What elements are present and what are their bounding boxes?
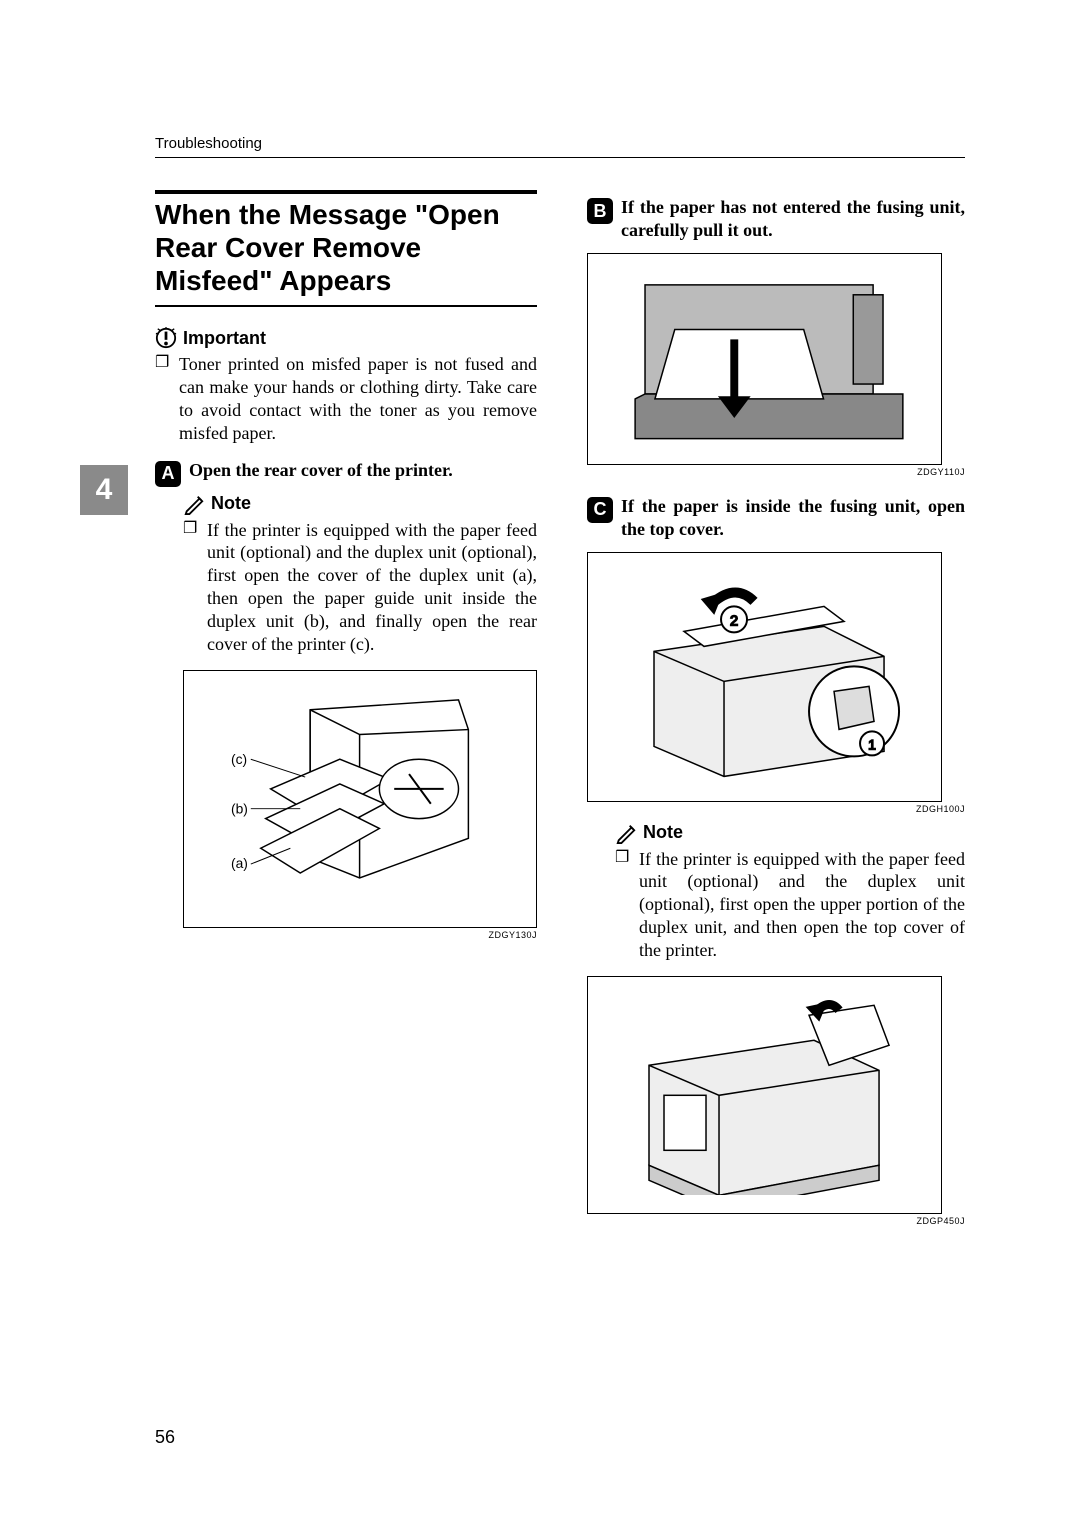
note-icon xyxy=(615,822,637,844)
note-header: Note xyxy=(183,493,537,515)
page-number: 56 xyxy=(155,1427,175,1448)
note-header: Note xyxy=(615,822,965,844)
left-column: When the Message "Open Rear Cover Remove… xyxy=(155,190,537,1234)
printer-duplex-icon xyxy=(614,995,914,1196)
important-icon xyxy=(155,327,177,349)
step-3: C If the paper is inside the fusing unit… xyxy=(587,495,965,542)
important-list: Toner printed on misfed paper is not fus… xyxy=(155,353,537,444)
step-text: If the paper is inside the fusing unit, … xyxy=(621,495,965,542)
figure-label-b: (b) xyxy=(231,801,248,817)
note-item: If the printer is equipped with the pape… xyxy=(615,848,965,962)
figure-caption: ZDGP450J xyxy=(587,1216,965,1226)
important-label: Important xyxy=(183,328,266,349)
figure-caption: ZDGH100J xyxy=(587,804,965,814)
callout-1: 1 xyxy=(869,737,877,753)
note-label: Note xyxy=(211,493,251,514)
figure-label-a: (a) xyxy=(231,855,248,871)
right-column: B If the paper has not entered the fusin… xyxy=(587,190,965,1234)
running-header: Troubleshooting xyxy=(155,135,262,152)
section-tab: 4 xyxy=(80,465,128,515)
step-2: B If the paper has not entered the fusin… xyxy=(587,196,965,243)
figure-label-c: (c) xyxy=(231,751,247,767)
callout-2: 2 xyxy=(730,613,738,630)
figure-caption: ZDGY110J xyxy=(587,467,965,477)
figure-2 xyxy=(587,253,942,465)
section-heading: When the Message "Open Rear Cover Remove… xyxy=(155,190,537,307)
step-text: If the paper has not entered the fusing … xyxy=(621,196,965,243)
important-header: Important xyxy=(155,327,537,349)
note-item: If the printer is equipped with the pape… xyxy=(183,519,537,656)
important-item: Toner printed on misfed paper is not fus… xyxy=(155,353,537,444)
step-number-badge: A xyxy=(155,461,181,487)
content-columns: When the Message "Open Rear Cover Remove… xyxy=(155,190,965,1234)
step-text: Open the rear cover of the printer. xyxy=(189,459,453,482)
note-list: If the printer is equipped with the pape… xyxy=(183,519,537,656)
note-icon xyxy=(183,493,205,515)
step-1: A Open the rear cover of the printer. xyxy=(155,459,537,487)
header-rule xyxy=(155,157,965,158)
printer-diagram-icon: (c) (b) (a) xyxy=(210,690,509,908)
printer-paper-pull-icon xyxy=(614,270,914,449)
step-number-badge: C xyxy=(587,497,613,523)
figure-4 xyxy=(587,976,942,1214)
step-number-badge: B xyxy=(587,198,613,224)
note-list: If the printer is equipped with the pape… xyxy=(615,848,965,962)
figure-3: 2 1 xyxy=(587,552,942,802)
note-label: Note xyxy=(643,822,683,843)
printer-top-cover-icon: 2 1 xyxy=(614,571,914,782)
figure-1: (c) (b) (a) xyxy=(183,670,537,928)
figure-caption: ZDGY130J xyxy=(155,930,537,940)
